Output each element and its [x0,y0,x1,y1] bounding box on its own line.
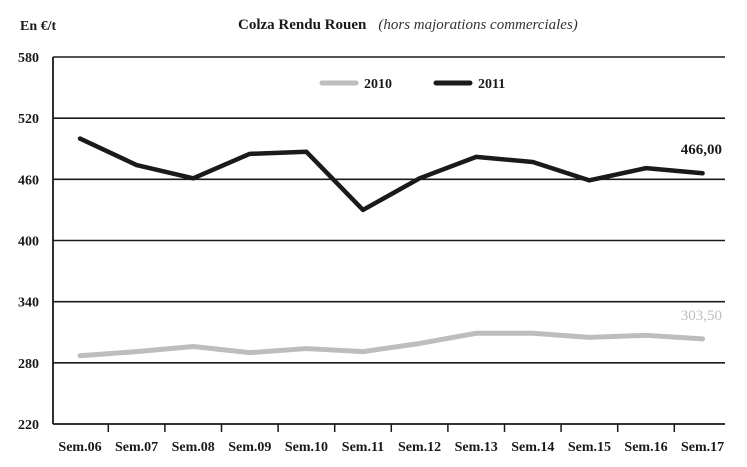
x-tick-label: Sem.13 [455,440,498,455]
x-tick-label: Sem.17 [681,440,724,455]
legend: 2010 2011 [319,77,505,92]
legend-label-2011: 2011 [478,77,505,92]
x-tick-label: Sem.07 [115,440,158,455]
end-label-2010: 303,50 [681,308,722,324]
y-tick-label: 580 [18,51,39,66]
y-tick-label: 340 [18,296,39,311]
x-tick-label: Sem.12 [398,440,441,455]
y-tick-label: 460 [18,173,39,188]
x-tick-label: Sem.09 [228,440,271,455]
series-lines [77,136,706,359]
x-tick-label: Sem.08 [172,440,215,455]
series-line-2010 [77,330,706,359]
x-tick-label: Sem.11 [342,440,384,455]
y-axis-label: En €/t [20,19,57,34]
x-tick-label: Sem.15 [568,440,611,455]
legend-label-2010: 2010 [364,77,392,92]
series-line-2011 [77,136,705,213]
x-tick-label: Sem.16 [624,440,667,455]
y-tick-label: 400 [18,235,39,250]
y-tick-labels: 220 280 340 400 460 520 580 [18,51,39,433]
gridlines [53,56,725,364]
x-tick-label: Sem.14 [511,440,554,455]
end-value-labels: 303,50 466,00 [681,142,722,324]
x-tick-labels: Sem.06 Sem.07 Sem.08 Sem.09 Sem.10 Sem.11 Sem.… [58,424,724,455]
x-tick-label: Sem.06 [58,440,101,455]
chart-title: Colza Rendu Rouen (hors majorations comm… [238,16,578,33]
y-tick-label: 520 [18,112,39,127]
end-label-2011: 466,00 [681,142,722,158]
y-tick-label: 220 [18,418,39,433]
y-tick-label: 280 [18,357,39,372]
x-tick-label: Sem.10 [285,440,328,455]
